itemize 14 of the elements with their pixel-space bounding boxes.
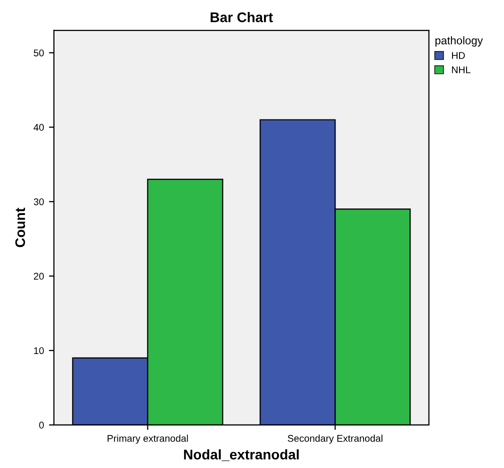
legend-label: NHL <box>452 66 470 74</box>
legend-label: HD <box>452 52 465 59</box>
y-axis-title: Count <box>15 208 26 248</box>
x-axis-title: Nodal_extranodal <box>184 449 299 462</box>
y-tick-label: 50 <box>34 49 44 56</box>
x-tick-label: Secondary Extranodal <box>288 434 382 444</box>
y-tick-label: 0 <box>39 422 44 429</box>
y-tick-label: 30 <box>34 198 44 206</box>
x-tick-label: Primary extranodal <box>108 434 188 444</box>
y-tick-label: 40 <box>34 124 44 131</box>
legend-title: pathology <box>435 36 483 47</box>
y-tick-label: 20 <box>34 272 44 280</box>
y-tick-label: 10 <box>34 347 44 354</box>
chart-title: Bar Chart <box>210 12 273 22</box>
